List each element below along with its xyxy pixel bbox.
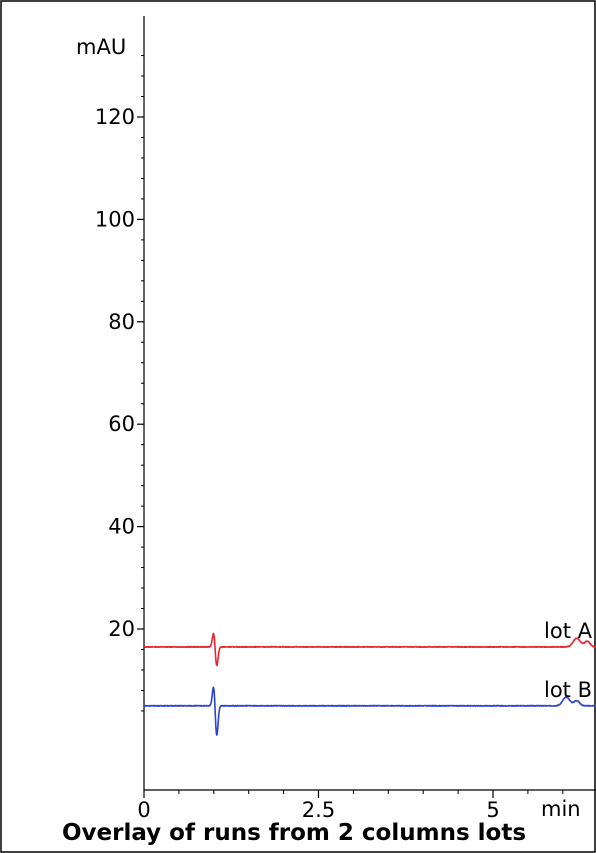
y-minor-ticks	[141, 55, 144, 712]
y-tick-label: 80	[108, 310, 135, 334]
x-minor-ticks	[178, 790, 564, 794]
y-tick-label: 120	[95, 105, 135, 129]
y-tick-label: 40	[108, 515, 135, 539]
trace-label-lot-b: lot B	[544, 678, 592, 702]
trace-label-lot-a: lot A	[544, 619, 593, 643]
x-tick-label: 2.5	[302, 798, 335, 822]
x-ticks: 02.557.510	[137, 790, 500, 822]
x-unit-label: min	[541, 797, 581, 821]
trace-labels: lot A lot B	[544, 619, 593, 702]
trace-lot-b	[143, 686, 596, 736]
x-tick-label: 0	[137, 798, 150, 822]
y-tick-label: 60	[108, 412, 135, 436]
chart-title: Overlay of runs from 2 columns lots	[62, 820, 526, 846]
traces	[143, 632, 596, 736]
y-tick-label: 20	[108, 617, 135, 641]
y-tick-label: 100	[95, 207, 135, 231]
trace-lot-a	[143, 632, 596, 667]
y-unit-label: mAU	[76, 35, 126, 59]
x-tick-label: 5	[486, 798, 499, 822]
y-ticks: 20 40 60 80 100 120	[95, 105, 144, 641]
